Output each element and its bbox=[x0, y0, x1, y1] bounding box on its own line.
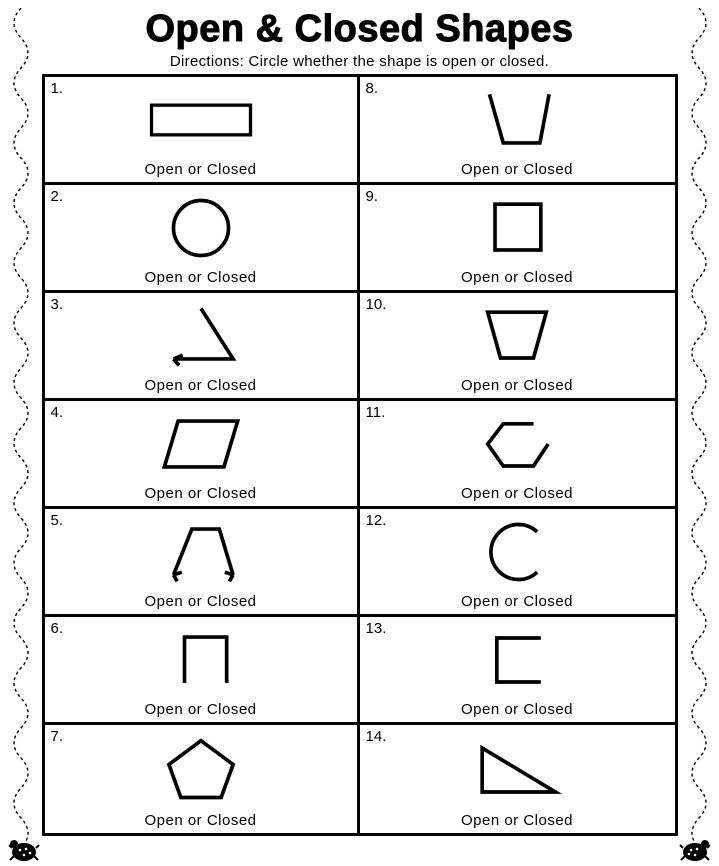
answer-label[interactable]: Open or Closed bbox=[461, 812, 573, 829]
cell-number: 11. bbox=[366, 404, 386, 421]
turtle-icon bbox=[6, 834, 42, 864]
open-trapezoid-top-icon bbox=[360, 77, 675, 163]
shape-cell: 13. Open or Closed bbox=[360, 617, 675, 725]
answer-label[interactable]: Open or Closed bbox=[461, 161, 573, 178]
directions-text: Directions: Circle whether the shape is … bbox=[40, 53, 679, 70]
turtle-icon bbox=[677, 834, 713, 864]
decorative-border-left bbox=[4, 8, 38, 858]
cell-number: 7. bbox=[51, 728, 64, 745]
cell-number: 1. bbox=[51, 80, 64, 97]
answer-label[interactable]: Open or Closed bbox=[461, 269, 573, 286]
trapezoid-down-icon bbox=[360, 293, 675, 379]
open-square-bottom-icon bbox=[45, 617, 357, 703]
shape-cell: 6. Open or Closed bbox=[45, 617, 360, 725]
answer-label[interactable]: Open or Closed bbox=[144, 701, 256, 718]
answer-label[interactable]: Open or Closed bbox=[144, 377, 256, 394]
circle-icon bbox=[45, 185, 357, 271]
shape-cell: 3. Open or Closed bbox=[45, 293, 360, 401]
open-hexagon-icon bbox=[360, 401, 675, 487]
grid-row: 7. Open or Closed 14. Open or Closed bbox=[45, 725, 675, 833]
grid-row: 5. Open or Closed 12. Open or Closed bbox=[45, 509, 675, 617]
cell-number: 14. bbox=[366, 728, 387, 745]
cell-number: 5. bbox=[51, 512, 64, 529]
shape-cell: 10. Open or Closed bbox=[360, 293, 675, 401]
worksheet-page: Open & Closed Shapes Directions: Circle … bbox=[0, 0, 719, 866]
answer-label[interactable]: Open or Closed bbox=[144, 161, 256, 178]
grid-row: 2. Open or Closed 9. Open or Closed bbox=[45, 185, 675, 293]
cell-number: 8. bbox=[366, 80, 379, 97]
decorative-border-right bbox=[682, 8, 716, 858]
parallelogram-icon bbox=[45, 401, 357, 487]
answer-label[interactable]: Open or Closed bbox=[461, 701, 573, 718]
cell-number: 6. bbox=[51, 620, 64, 637]
grid-row: 4. Open or Closed 11. Open or Closed bbox=[45, 401, 675, 509]
answer-label[interactable]: Open or Closed bbox=[144, 593, 256, 610]
shapes-grid: 1. Open or Closed 8. Open or Closed 2. Open o… bbox=[42, 74, 678, 836]
shape-cell: 9. Open or Closed bbox=[360, 185, 675, 293]
rectangle-icon bbox=[45, 77, 357, 163]
cell-number: 13. bbox=[366, 620, 387, 637]
right-triangle-icon bbox=[360, 725, 675, 814]
open-circle-icon bbox=[360, 509, 675, 595]
cell-number: 4. bbox=[51, 404, 64, 421]
shape-cell: 1. Open or Closed bbox=[45, 77, 360, 185]
shape-cell: 5. Open or Closed bbox=[45, 509, 360, 617]
open-triangle-icon bbox=[45, 293, 357, 379]
square-icon bbox=[360, 185, 675, 271]
answer-label[interactable]: Open or Closed bbox=[144, 485, 256, 502]
shape-cell: 14. Open or Closed bbox=[360, 725, 675, 833]
answer-label[interactable]: Open or Closed bbox=[144, 269, 256, 286]
open-square-right-icon bbox=[360, 617, 675, 703]
page-title: Open & Closed Shapes bbox=[40, 8, 679, 51]
cell-number: 3. bbox=[51, 296, 64, 313]
answer-label[interactable]: Open or Closed bbox=[461, 485, 573, 502]
grid-row: 3. Open or Closed 10. Open or Closed bbox=[45, 293, 675, 401]
shape-cell: 7. Open or Closed bbox=[45, 725, 360, 833]
pentagon-icon bbox=[45, 725, 357, 814]
shape-cell: 12. Open or Closed bbox=[360, 509, 675, 617]
shape-cell: 4. Open or Closed bbox=[45, 401, 360, 509]
cell-number: 2. bbox=[51, 188, 64, 205]
cell-number: 9. bbox=[366, 188, 379, 205]
shape-cell: 8. Open or Closed bbox=[360, 77, 675, 185]
grid-row: 6. Open or Closed 13. Open or Closed bbox=[45, 617, 675, 725]
shape-cell: 11. Open or Closed bbox=[360, 401, 675, 509]
answer-label[interactable]: Open or Closed bbox=[461, 593, 573, 610]
grid-row: 1. Open or Closed 8. Open or Closed bbox=[45, 77, 675, 185]
answer-label[interactable]: Open or Closed bbox=[461, 377, 573, 394]
answer-label[interactable]: Open or Closed bbox=[144, 812, 256, 829]
shape-cell: 2. Open or Closed bbox=[45, 185, 360, 293]
cell-number: 12. bbox=[366, 512, 387, 529]
cell-number: 10. bbox=[366, 296, 387, 313]
open-pentagon-arrows-icon bbox=[45, 509, 357, 595]
